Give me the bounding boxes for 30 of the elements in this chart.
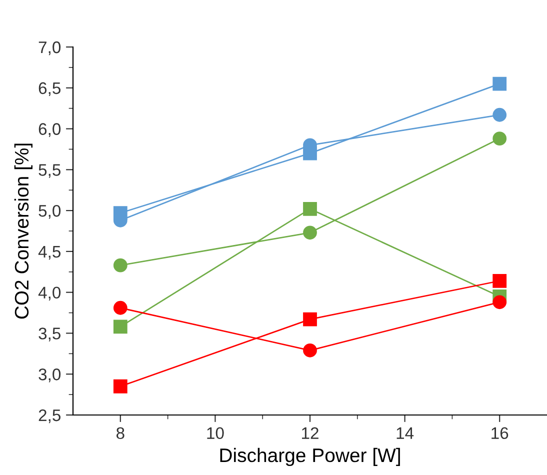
point [492, 132, 507, 146]
y-tick-label: 4,0 [38, 286, 61, 301]
point [492, 295, 507, 310]
x-tick-label: 14 [396, 427, 414, 439]
point [492, 108, 507, 122]
y-tick-label: 3,5 [38, 328, 60, 342]
x-tick-label: 12 [302, 427, 318, 439]
point [303, 312, 317, 326]
point [113, 379, 128, 394]
x-tick-label: 10 [207, 427, 224, 440]
y-tick-label: 2,5 [38, 409, 60, 424]
point [303, 226, 317, 240]
x-axis-title: Discharge Power [W] [220, 448, 400, 466]
y-tick-label: 6,0 [38, 123, 61, 137]
x-tick-label: 16 [492, 427, 508, 440]
y-tick-label: 5,5 [38, 164, 60, 178]
point [113, 300, 128, 315]
y-tick-label: 5,0 [38, 204, 61, 219]
point [492, 274, 507, 288]
point [303, 343, 317, 358]
x-tick-label: 8 [116, 427, 124, 440]
point [492, 76, 507, 91]
y-axis-title: CO2 Conversion [%] [14, 144, 32, 319]
y-tick-label: 3,0 [38, 368, 61, 382]
point [113, 320, 128, 334]
point [113, 258, 128, 272]
y-tick-label: 7,0 [38, 41, 61, 56]
y-tick-label: 4,5 [38, 246, 60, 260]
y-tick-label: 6,5 [38, 82, 60, 96]
point [303, 202, 317, 216]
